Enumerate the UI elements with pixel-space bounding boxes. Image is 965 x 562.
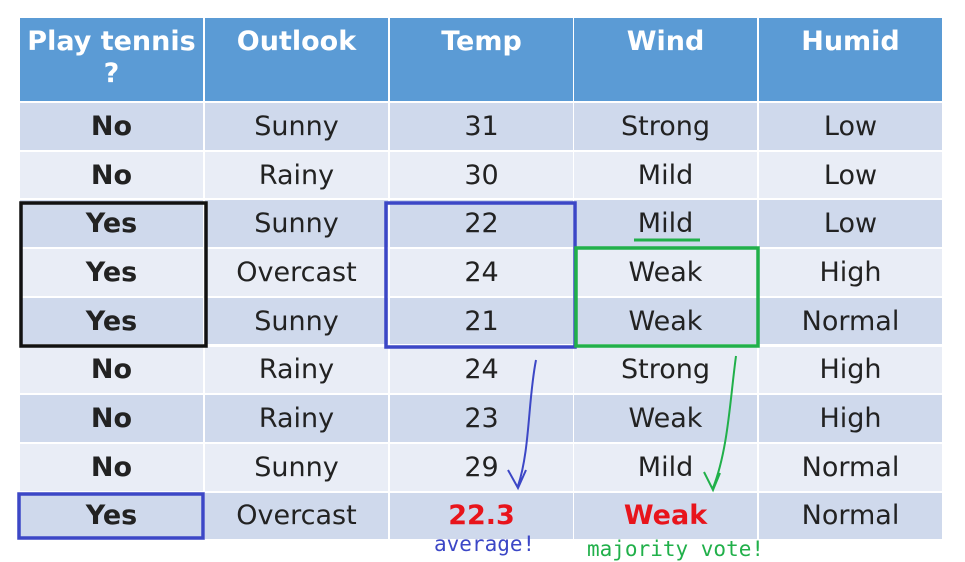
table-cell: No [20, 346, 203, 394]
table-cell: 30 [390, 151, 573, 199]
table-cell: Sunny [205, 297, 388, 345]
arrow [507, 359, 537, 491]
temp-box [384, 201, 577, 349]
header-cell: Humid [759, 18, 942, 101]
table-cell: Strong [574, 346, 757, 394]
table-cell: Low [759, 103, 942, 150]
header-cell: Temp [390, 18, 573, 101]
table-cell: No [20, 151, 203, 199]
table-cell: Strong [574, 103, 757, 150]
table-cell: 24 [390, 249, 573, 296]
table-cell: Overcast [205, 492, 388, 540]
table-cell: Mild [574, 443, 757, 491]
majority-note: majority vote! [587, 537, 765, 561]
table-cell: Sunny [205, 103, 388, 150]
header-cell: Wind [574, 18, 757, 101]
table-cell: Overcast [205, 249, 388, 296]
table-cell: 24 [390, 346, 573, 394]
table-cell: Mild [574, 151, 757, 199]
yes-box [19, 201, 208, 348]
table-cell: Yes [20, 249, 203, 296]
table-cell: Weak [574, 249, 757, 296]
table-cell: Weak [574, 297, 757, 345]
table-cell: Yes [20, 200, 203, 248]
table-cell: Rainy [205, 151, 388, 199]
header-cell: Outlook [205, 18, 388, 101]
table-cell: 21 [390, 297, 573, 345]
table-cell: Rainy [205, 395, 388, 442]
table-cell: No [20, 395, 203, 442]
table-cell: 31 [390, 103, 573, 150]
table-cell: Normal [759, 492, 942, 540]
target-box [17, 492, 205, 540]
table-cell: High [759, 249, 942, 296]
table-cell: No [20, 443, 203, 491]
table-cell: 23 [390, 395, 573, 442]
table-cell: Yes [20, 297, 203, 345]
table-cell: No [20, 103, 203, 150]
table-cell: 22.3 [390, 492, 573, 540]
arrow [703, 355, 737, 493]
wind-box [574, 246, 760, 348]
table-cell: Sunny [205, 200, 388, 248]
table-cell: Rainy [205, 346, 388, 394]
table-cell: Normal [759, 297, 942, 345]
header-cell: Play tennis ? [20, 18, 203, 101]
table-cell: Low [759, 151, 942, 199]
table-cell: Low [759, 200, 942, 248]
table-cell: 29 [390, 443, 573, 491]
table-cell: Sunny [205, 443, 388, 491]
table-cell: High [759, 346, 942, 394]
table-cell: 22 [390, 200, 573, 248]
table-cell: High [759, 395, 942, 442]
table-cell: Yes [20, 492, 203, 540]
average-note: average! [434, 532, 536, 556]
table-cell: Normal [759, 443, 942, 491]
table-cell: Weak [574, 492, 757, 540]
